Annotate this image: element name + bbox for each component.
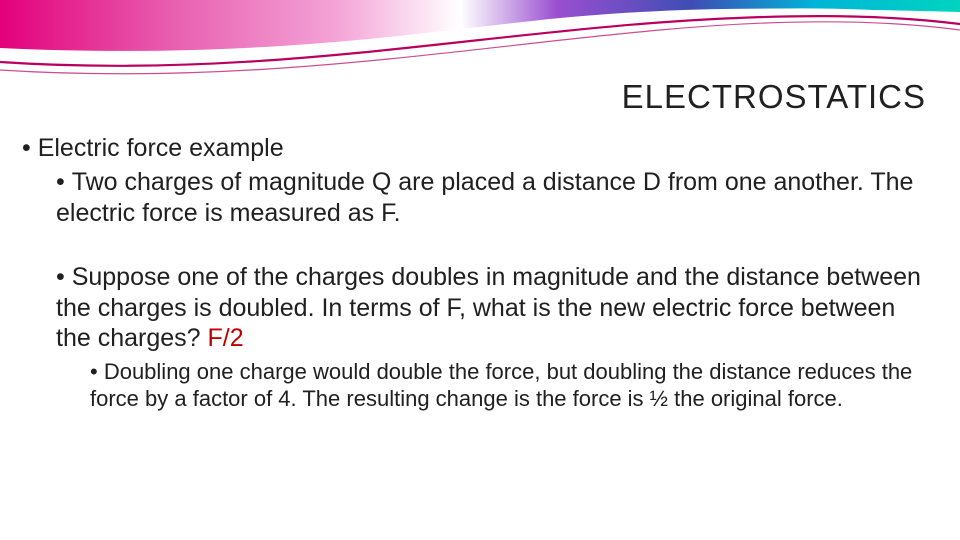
content-area: • Electric force example • Two charges o… <box>22 134 922 417</box>
bullet-explanation: • Doubling one charge would double the f… <box>90 358 922 413</box>
bullet-question: • Suppose one of the charges doubles in … <box>56 262 922 354</box>
bullet-question-text: Suppose one of the charges doubles in ma… <box>56 263 921 352</box>
slide: { "title": { "text": "ELECTROSTATICS", "… <box>0 0 960 540</box>
slide-title: ELECTROSTATICS <box>622 78 926 116</box>
banner-graphic <box>0 0 960 75</box>
bullet-heading: • Electric force example <box>22 134 922 163</box>
answer-text: F/2 <box>208 324 244 352</box>
bullet-explanation-text: Doubling one charge would double the for… <box>90 359 912 412</box>
bullet-heading-text: Electric force example <box>38 134 284 162</box>
bullet-setup: • Two charges of magnitude Q are placed … <box>56 167 922 228</box>
bullet-setup-text: Two charges of magnitude Q are placed a … <box>56 168 913 227</box>
